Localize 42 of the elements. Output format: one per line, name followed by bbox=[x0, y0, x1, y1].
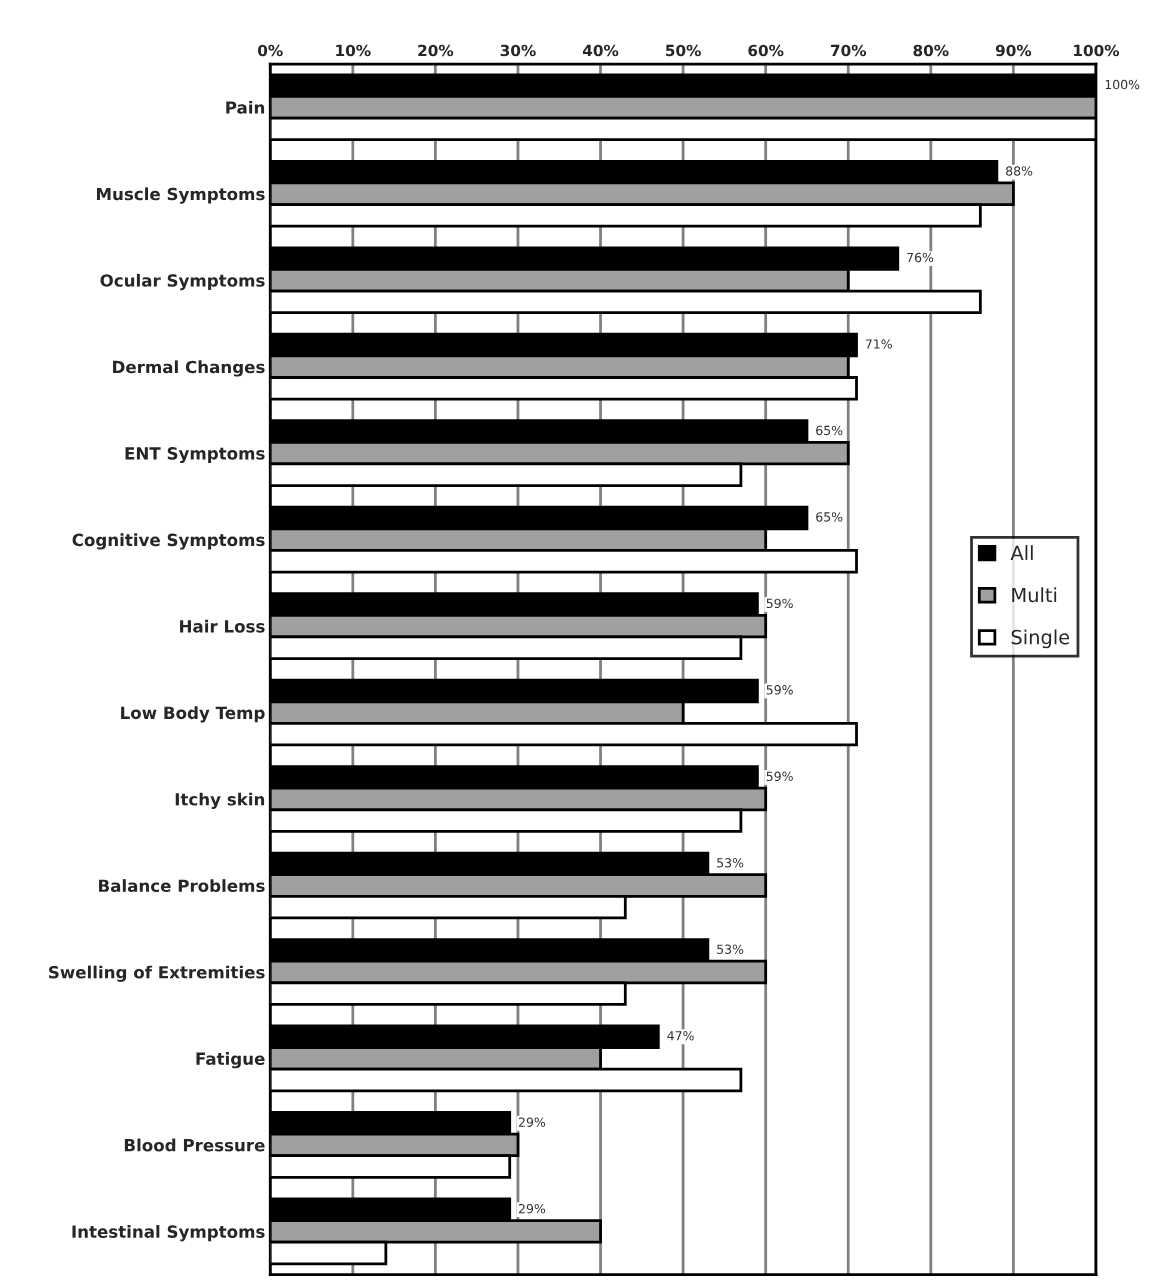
legend-label: Multi bbox=[1012, 587, 1057, 603]
data-label: 29% bbox=[518, 1117, 546, 1127]
y-tick-label: Fatigue bbox=[196, 1052, 265, 1069]
y-tick-label: Itchy skin bbox=[175, 792, 265, 809]
y-tick-label: Swelling of Extremities bbox=[49, 965, 265, 982]
x-tick-label: 0% bbox=[258, 44, 283, 57]
y-tick-label: Pain bbox=[226, 100, 265, 114]
data-label: 100% bbox=[1105, 79, 1140, 90]
y-tick-label: Intestinal Symptoms bbox=[72, 1225, 265, 1242]
x-tick-label: 70% bbox=[830, 44, 867, 57]
y-tick-label: Ocular Symptoms bbox=[100, 273, 265, 291]
x-tick-label: 60% bbox=[748, 44, 784, 57]
data-label: 71% bbox=[865, 339, 892, 349]
y-tick-label: Cognitive Symptoms bbox=[72, 533, 265, 550]
data-label: 47% bbox=[667, 1030, 694, 1041]
data-label: 65% bbox=[816, 512, 843, 522]
x-tick-label: 10% bbox=[336, 44, 371, 57]
y-tick-label: Low Body Temp bbox=[121, 706, 265, 723]
data-label: 59% bbox=[766, 771, 793, 782]
y-tick-label: Blood Pressure bbox=[124, 1138, 265, 1152]
data-label: 59% bbox=[766, 685, 793, 695]
data-label: 88% bbox=[1006, 166, 1033, 176]
y-tick-label: Hair Loss bbox=[180, 619, 265, 633]
x-tick-label: 40% bbox=[582, 44, 619, 57]
data-label: 59% bbox=[766, 598, 793, 609]
legend-label: Single bbox=[1011, 629, 1070, 649]
x-tick-label: 80% bbox=[913, 44, 949, 57]
y-tick-label: ENT Symptoms bbox=[125, 447, 265, 464]
x-tick-label: 30% bbox=[500, 44, 536, 57]
data-label: 76% bbox=[907, 252, 934, 263]
x-tick-label: 100% bbox=[1074, 44, 1120, 57]
data-label: 53% bbox=[717, 858, 744, 868]
x-tick-label: 20% bbox=[418, 44, 454, 57]
y-tick-label: Dermal Changes bbox=[113, 360, 265, 377]
y-tick-label: Muscle Symptoms bbox=[96, 187, 265, 204]
y-tick-label: Balance Problems bbox=[99, 879, 265, 893]
x-tick-label: 90% bbox=[995, 44, 1032, 57]
data-label: 65% bbox=[816, 425, 843, 436]
data-label: 29% bbox=[518, 1203, 546, 1214]
legend-label: All bbox=[1010, 545, 1033, 560]
data-label: 53% bbox=[717, 944, 744, 954]
x-tick-label: 50% bbox=[665, 44, 701, 57]
